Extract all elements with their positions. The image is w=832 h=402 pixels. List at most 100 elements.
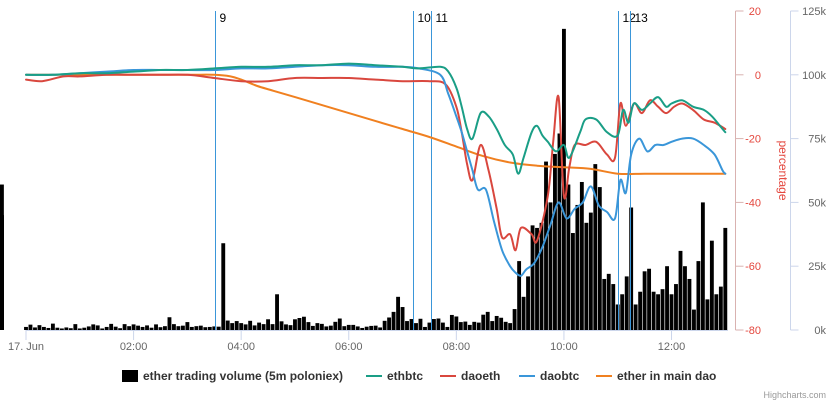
legend-item[interactable]: daobtc	[519, 369, 580, 383]
percent-tick-label: 0	[755, 70, 761, 82]
legend-item[interactable]: ether trading volume (5m poloniex)	[122, 369, 343, 383]
volume-bar	[221, 243, 226, 330]
volume-bar	[449, 314, 454, 330]
volume-bar	[28, 324, 33, 330]
volume-bar	[203, 327, 208, 330]
volume-bar	[517, 261, 522, 330]
volume-bar	[346, 324, 351, 330]
volume-bar	[709, 240, 714, 330]
legend-label: ether in main dao	[617, 369, 716, 383]
volume-bar	[633, 304, 638, 330]
volume-bar	[310, 325, 315, 330]
volume-bar	[140, 326, 145, 330]
volume-bar	[46, 327, 51, 330]
volume-bar	[68, 328, 73, 330]
legend-label: daoeth	[461, 369, 500, 383]
volume-bar	[302, 316, 306, 330]
percent-tick-label: -20	[745, 134, 761, 146]
volume-bar	[597, 187, 602, 330]
volume-bar	[297, 318, 302, 330]
volume-bar	[647, 268, 652, 330]
volume-bar	[674, 284, 678, 330]
series-line-daoeth	[25, 73, 727, 252]
volume-bar	[127, 326, 132, 330]
volume-bar	[275, 294, 279, 330]
volume-bar	[207, 326, 212, 330]
volume-bar	[378, 327, 383, 330]
volume-bar	[261, 324, 266, 330]
volume-bar	[266, 319, 271, 330]
percent-axis-title: percentage	[776, 140, 790, 200]
legend-item[interactable]: ether in main dao	[596, 369, 716, 383]
volume-bar	[400, 307, 405, 330]
volume-bar	[611, 284, 616, 330]
volume-bar	[319, 323, 324, 330]
volume-bar	[113, 326, 118, 330]
volume-bar	[324, 326, 329, 330]
volume-bar	[553, 153, 557, 330]
volume-bar	[570, 233, 575, 330]
credits-link[interactable]: Highcharts.com	[763, 390, 826, 400]
volume-bar	[136, 325, 140, 330]
volume-bar	[642, 271, 647, 330]
volume-bar	[700, 202, 705, 330]
event-label: 13	[635, 11, 649, 25]
volume-bar	[185, 322, 190, 330]
volume-bar	[82, 327, 87, 330]
legend-item[interactable]: ethbtc	[366, 369, 423, 383]
volume-bar	[651, 291, 656, 330]
percent-tick-label: -80	[745, 325, 761, 337]
volume-bar	[198, 325, 203, 330]
volume-bar	[225, 320, 230, 330]
volume-bar	[0, 220, 4, 330]
volume-bar	[154, 324, 158, 330]
volume-bar	[355, 326, 360, 330]
volume-bar	[718, 286, 723, 330]
legend[interactable]: ether trading volume (5m poloniex) ethbtc…	[122, 369, 716, 383]
x-tick-label: 12:00	[658, 341, 686, 353]
volume-bar	[445, 326, 450, 330]
event-label: 10	[418, 11, 432, 25]
volume-tick-label: 25k	[808, 261, 826, 273]
volume-bar	[337, 318, 342, 330]
volume-bar	[579, 181, 584, 330]
axes: 17. Jun 02:00 04:00 06:00 08:00 10:00 12:00 20 0…	[8, 6, 827, 353]
volume-bar	[458, 322, 463, 330]
volume-bar	[306, 322, 311, 330]
event-label: 12	[623, 11, 637, 25]
volume-bar	[387, 317, 392, 330]
volume-bar	[508, 323, 513, 330]
legend-label: ether trading volume (5m poloniex)	[143, 369, 343, 383]
volume-bar	[257, 322, 262, 330]
volume-bar	[665, 266, 669, 330]
volume-bar	[481, 314, 486, 330]
volume-bar	[171, 324, 176, 330]
volume-bar	[194, 326, 199, 330]
volume-bar	[284, 324, 288, 330]
volume-bar	[342, 326, 347, 330]
volume-bar	[669, 294, 674, 330]
volume-bar	[230, 323, 235, 330]
volume-bar	[73, 324, 78, 330]
volume-bar	[158, 327, 163, 330]
x-tick-label: 06:00	[335, 341, 363, 353]
volume-bar	[351, 324, 356, 330]
volume-bar	[364, 326, 369, 330]
volume-bar	[279, 321, 284, 330]
volume-bar	[382, 320, 387, 330]
volume-tick-label: 100k	[802, 70, 826, 82]
legend-item[interactable]: daoeth	[440, 369, 500, 383]
volume-bar	[369, 325, 374, 330]
volume-bar	[436, 318, 441, 330]
volume-bar	[485, 311, 490, 330]
volume-bar	[333, 321, 338, 330]
volume-bar	[431, 319, 436, 330]
volume-bar	[463, 321, 468, 330]
volume-bar	[86, 326, 91, 330]
volume-bar	[176, 326, 181, 330]
volume-bar	[288, 325, 293, 330]
volume-bar	[145, 325, 149, 330]
volume-bar	[454, 316, 459, 330]
volume-bar	[293, 319, 297, 330]
